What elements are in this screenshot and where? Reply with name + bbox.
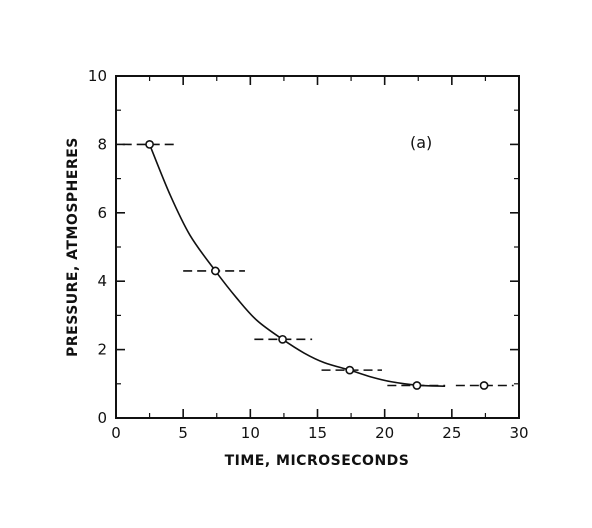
y-axis-title: PRESSURE, ATMOSPHERES: [65, 137, 81, 357]
x-tick-label: 5: [178, 424, 188, 442]
y-tick-label: 6: [97, 204, 107, 222]
y-tick-label: 10: [88, 67, 107, 85]
x-tick-label: 0: [111, 424, 121, 442]
data-point: [278, 334, 287, 344]
x-tick-label: 15: [308, 424, 327, 442]
data-point: [211, 266, 220, 276]
data-point: [479, 381, 489, 390]
x-tick-label: 25: [442, 424, 461, 442]
x-tick-label: 20: [375, 424, 394, 442]
y-tick-label: 8: [97, 135, 107, 153]
x-tick-label: 10: [241, 424, 260, 442]
data-point: [412, 381, 422, 390]
data-marks: [122, 139, 514, 390]
fit-curve: [148, 144, 446, 387]
plot-frame: [115, 75, 520, 419]
panel-label: (a): [410, 133, 432, 152]
y-axis-ticks: 0 2 4 6 8 10: [88, 67, 519, 427]
x-tick-label: 30: [509, 424, 528, 442]
x-axis-ticks: 0 5 10 15 20 25 30: [111, 76, 529, 442]
y-tick-label: 4: [97, 272, 107, 290]
y-tick-label: 0: [97, 409, 107, 427]
y-tick-label: 2: [97, 341, 107, 359]
x-axis-title: TIME, MICROSECONDS: [225, 453, 410, 469]
data-point: [345, 365, 355, 375]
data-point: [145, 139, 154, 149]
